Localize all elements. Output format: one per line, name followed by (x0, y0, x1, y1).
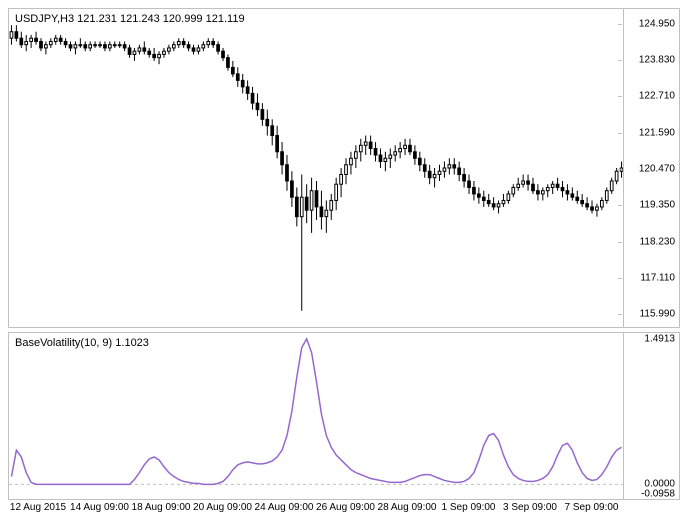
xaxis-tick-label: 3 Sep 09:00 (503, 502, 557, 513)
price-chart-label: USDJPY,H3 121.231 121.243 120.999 121.11… (15, 13, 245, 25)
xaxis-panel: 12 Aug 2015 14 Aug 09:0018 Aug 09:0020 Au… (8, 500, 680, 518)
xaxis-tick-label: 12 Aug 2015 (10, 502, 66, 513)
indicator-chart-panel[interactable]: BaseVolatility(10, 9) 1.1023 -0.09580.00… (8, 332, 680, 500)
xaxis-tick-label: 26 Aug 09:00 (316, 502, 375, 513)
xaxis-tick-label: 14 Aug 09:00 (70, 502, 129, 513)
price-ytick-label: 115.990 (640, 309, 675, 320)
xaxis-tick-label: 18 Aug 09:00 (132, 502, 191, 513)
xaxis-tick-label: 1 Sep 09:00 (442, 502, 496, 513)
price-ytick-label: 123.830 (639, 54, 675, 65)
price-ytick-label: 119.350 (640, 200, 675, 211)
price-ytick-label: 117.110 (640, 273, 675, 284)
indicator-yaxis: -0.09580.0000 1.4913 (623, 333, 679, 499)
price-chart-panel[interactable]: USDJPY,H3 121.231 121.243 120.999 121.11… (8, 8, 680, 328)
price-chart-area (9, 9, 624, 327)
price-ytick-label: 118.230 (640, 236, 675, 247)
indicator-ytick-label: -0.0958 (641, 488, 675, 499)
indicator-ytick-label: 0.0000 (644, 479, 675, 490)
price-ytick-label: 121.590 (639, 127, 675, 138)
indicator-ytick-label: 1.4913 (644, 333, 675, 344)
xaxis-tick-label: 24 Aug 09:00 (255, 502, 314, 513)
price-ytick-label: 122.710 (639, 91, 675, 102)
xaxis-tick-label: 20 Aug 09:00 (193, 502, 252, 513)
indicator-chart-label: BaseVolatility(10, 9) 1.1023 (15, 337, 149, 349)
indicator-chart-area (9, 333, 624, 499)
price-ytick-label: 124.950 (639, 18, 675, 29)
chart-container: USDJPY,H3 121.231 121.243 120.999 121.11… (0, 0, 689, 523)
xaxis-tick-label: 28 Aug 09:00 (378, 502, 437, 513)
price-yaxis: 115.990 117.110 118.230 119.350 120.470 121.5… (623, 9, 679, 327)
price-ytick-label: 120.470 (639, 163, 675, 174)
xaxis-tick-label: 7 Sep 09:00 (565, 502, 619, 513)
